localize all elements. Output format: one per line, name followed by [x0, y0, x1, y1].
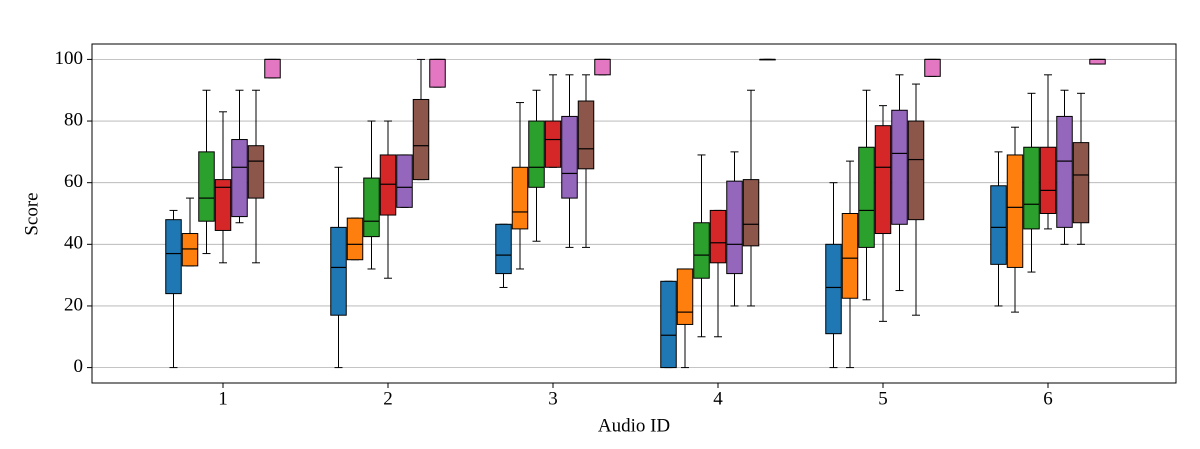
box — [247, 145, 265, 199]
box — [181, 233, 199, 267]
box — [742, 179, 760, 247]
x-tick-label: 4 — [713, 388, 723, 409]
box — [1089, 58, 1106, 65]
box — [511, 166, 529, 230]
box — [660, 280, 677, 369]
box — [990, 185, 1007, 265]
y-axis-label: Score — [21, 192, 42, 235]
box — [412, 98, 430, 181]
box — [577, 100, 595, 170]
box — [1072, 142, 1090, 224]
x-tick-label: 3 — [548, 388, 558, 409]
box — [363, 177, 380, 238]
x-tick-label: 1 — [218, 388, 228, 409]
box — [726, 180, 743, 275]
box — [825, 243, 842, 335]
box — [924, 58, 941, 77]
box — [858, 146, 875, 248]
plot-area — [87, 58, 1176, 388]
plot-frame — [91, 43, 1177, 384]
box — [528, 120, 545, 188]
y-tick-label: 100 — [55, 48, 84, 69]
x-axis-label: Audio ID — [598, 415, 670, 436]
box — [346, 217, 364, 261]
x-tick-label: 5 — [878, 388, 888, 409]
box — [891, 109, 908, 225]
box — [330, 226, 347, 316]
box — [214, 179, 232, 231]
box — [264, 58, 281, 79]
box — [198, 151, 215, 222]
box — [1056, 115, 1073, 228]
x-tick-label: 2 — [383, 388, 393, 409]
y-tick-label: 40 — [64, 233, 83, 254]
y-tick-label: 0 — [74, 356, 84, 377]
box — [396, 154, 413, 208]
box — [231, 139, 248, 218]
box — [429, 58, 446, 88]
x-tick-label: 6 — [1043, 388, 1053, 409]
box — [907, 120, 925, 221]
box — [594, 58, 611, 76]
box — [1023, 146, 1040, 230]
y-tick-label: 20 — [64, 294, 83, 315]
box — [165, 219, 182, 295]
box — [676, 268, 694, 325]
y-tick-label: 60 — [64, 171, 83, 192]
box — [379, 154, 397, 216]
box — [693, 222, 710, 279]
box — [1006, 154, 1024, 268]
box — [495, 223, 512, 275]
box — [1039, 146, 1057, 214]
box — [709, 209, 727, 264]
box — [841, 213, 859, 299]
y-tick-label: 80 — [64, 109, 83, 130]
box — [874, 125, 892, 235]
box — [544, 120, 562, 168]
box — [561, 115, 578, 199]
